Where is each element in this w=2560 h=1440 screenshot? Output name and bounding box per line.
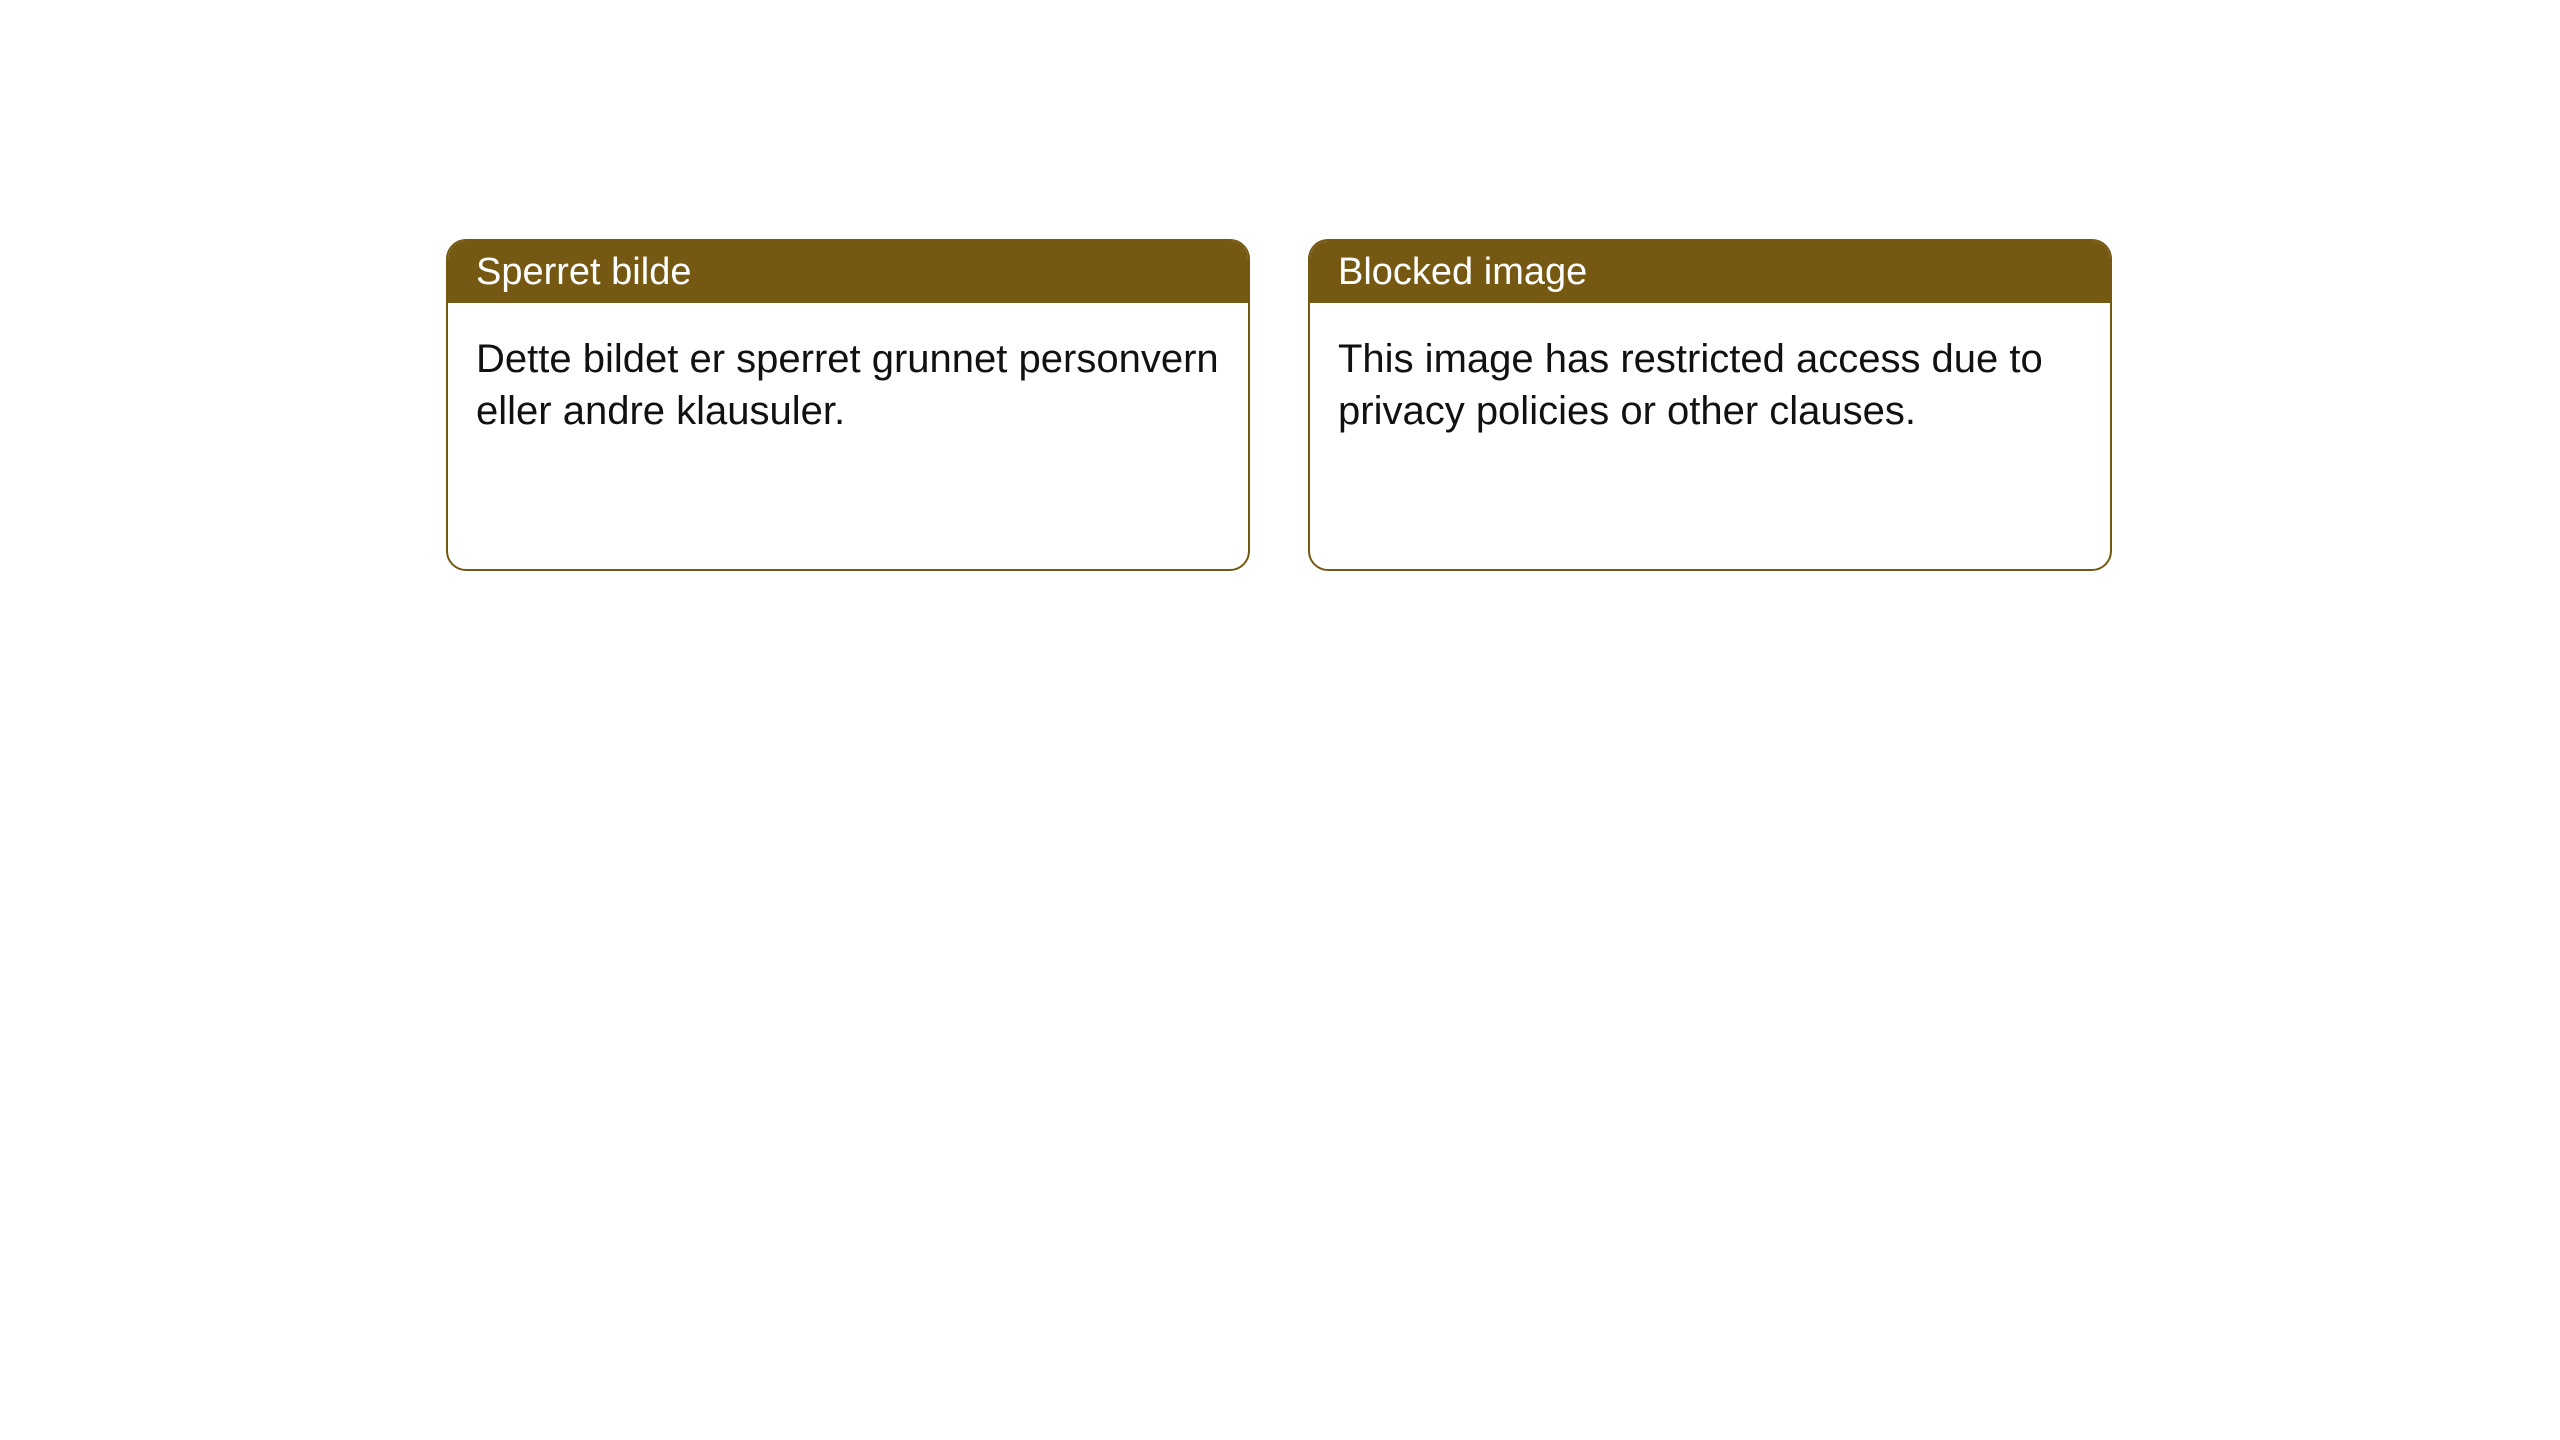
blocked-image-notice-pair: Sperret bilde Dette bildet er sperret gr… bbox=[446, 239, 2112, 571]
notice-card-en-text: This image has restricted access due to … bbox=[1338, 337, 2043, 433]
notice-card-no: Sperret bilde Dette bildet er sperret gr… bbox=[446, 239, 1250, 571]
notice-card-en-title: Blocked image bbox=[1338, 251, 1587, 294]
notice-card-no-title: Sperret bilde bbox=[476, 251, 691, 294]
notice-card-no-body: Dette bildet er sperret grunnet personve… bbox=[448, 303, 1248, 569]
notice-card-en: Blocked image This image has restricted … bbox=[1308, 239, 2112, 571]
notice-card-en-body: This image has restricted access due to … bbox=[1310, 303, 2110, 569]
page: Sperret bilde Dette bildet er sperret gr… bbox=[0, 0, 2560, 1440]
notice-card-no-header: Sperret bilde bbox=[448, 241, 1248, 303]
notice-card-no-text: Dette bildet er sperret grunnet personve… bbox=[476, 337, 1219, 433]
notice-card-en-header: Blocked image bbox=[1310, 241, 2110, 303]
